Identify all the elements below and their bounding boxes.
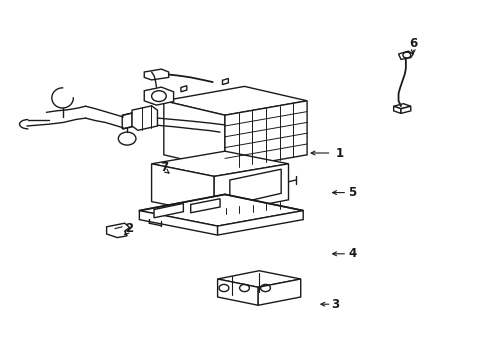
Text: 6: 6	[408, 37, 416, 50]
Polygon shape	[144, 87, 173, 105]
Text: 2: 2	[125, 222, 133, 235]
Polygon shape	[132, 106, 157, 130]
Text: 4: 4	[347, 247, 355, 260]
Polygon shape	[122, 113, 132, 129]
Text: 7: 7	[160, 161, 167, 174]
Polygon shape	[163, 86, 306, 115]
Polygon shape	[139, 194, 303, 226]
Polygon shape	[181, 86, 186, 92]
Polygon shape	[214, 164, 288, 214]
Polygon shape	[400, 106, 410, 113]
Polygon shape	[393, 106, 400, 113]
Polygon shape	[151, 164, 214, 214]
Polygon shape	[151, 151, 288, 176]
Polygon shape	[163, 101, 224, 169]
Polygon shape	[190, 199, 220, 213]
Polygon shape	[258, 279, 300, 305]
Text: 1: 1	[335, 147, 343, 159]
Polygon shape	[224, 101, 306, 169]
Polygon shape	[106, 223, 129, 238]
Text: 5: 5	[347, 186, 355, 199]
Polygon shape	[217, 271, 300, 287]
Polygon shape	[217, 211, 303, 235]
Polygon shape	[398, 51, 412, 59]
Polygon shape	[217, 279, 258, 305]
Polygon shape	[139, 211, 217, 235]
Text: 3: 3	[330, 298, 338, 311]
Polygon shape	[154, 203, 183, 218]
Polygon shape	[229, 169, 281, 205]
Polygon shape	[393, 104, 410, 109]
Polygon shape	[144, 69, 168, 80]
Polygon shape	[222, 78, 228, 85]
